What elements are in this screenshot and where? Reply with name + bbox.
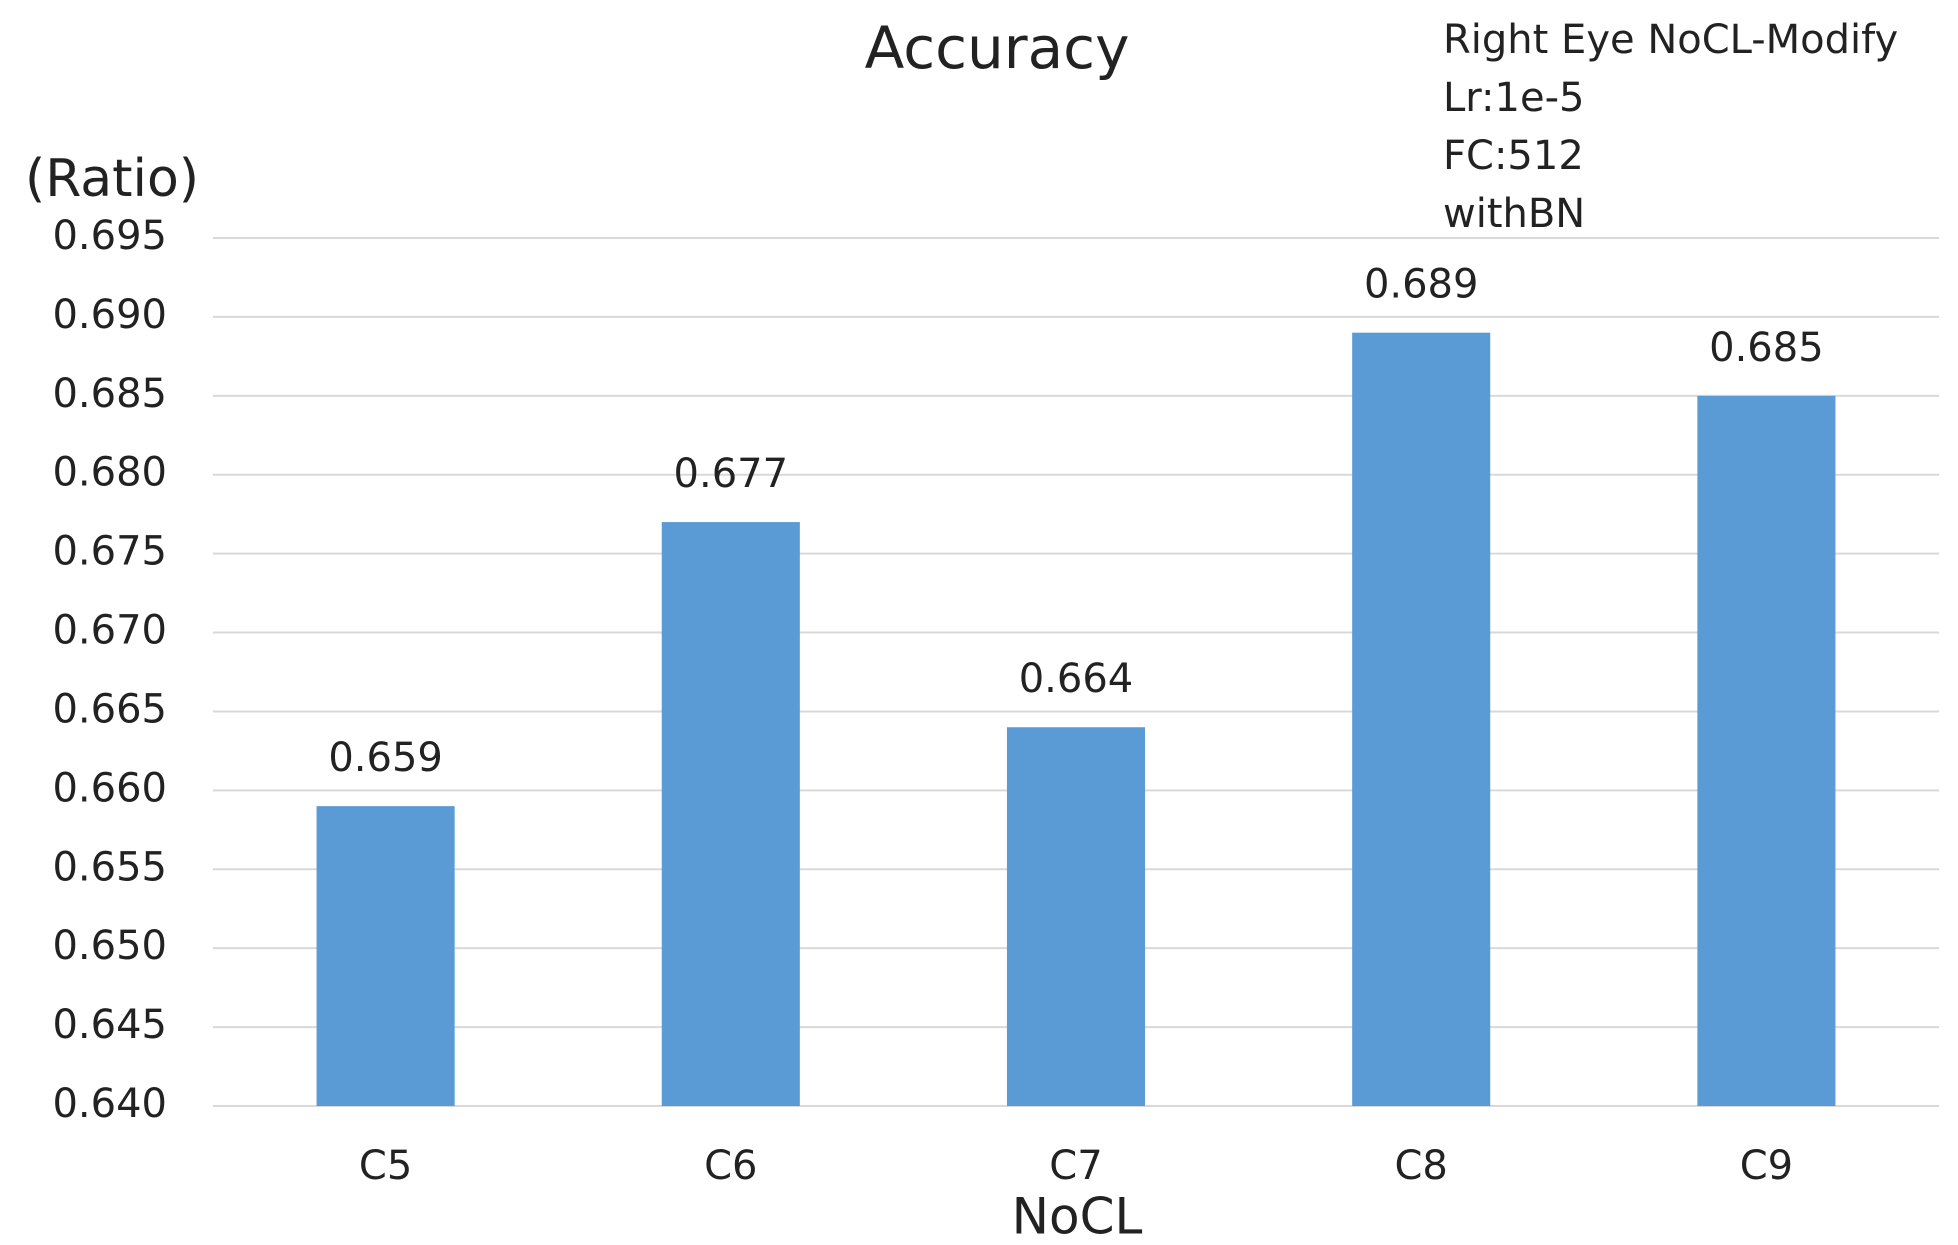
y-tick-label: 0.650 (52, 923, 167, 969)
y-tick-label: 0.645 (52, 1002, 167, 1048)
bar (661, 522, 800, 1106)
value-label: 0.685 (1709, 325, 1824, 371)
y-tick-label: 0.655 (52, 844, 167, 890)
annotation: Lr:1e-5 (1443, 75, 1584, 121)
value-label: 0.659 (328, 735, 443, 781)
y-axis-label: (Ratio) (25, 149, 199, 209)
y-tick-label: 0.675 (52, 529, 167, 575)
x-axis-label: NoCL (1012, 1188, 1143, 1245)
x-tick-label: C5 (359, 1143, 412, 1189)
y-tick-label: 0.690 (52, 292, 167, 338)
x-tick-label: C8 (1395, 1143, 1448, 1189)
bar (1006, 727, 1146, 1106)
annotation: Right Eye NoCL-Modify (1443, 17, 1898, 63)
y-tick-label: 0.695 (52, 213, 167, 259)
y-tick-label: 0.660 (52, 765, 167, 811)
annotation: FC:512 (1443, 133, 1584, 179)
bar (1697, 395, 1836, 1106)
chart-title: Accuracy (865, 14, 1130, 82)
value-label: 0.664 (1019, 656, 1134, 702)
y-tick-label: 0.665 (52, 686, 167, 732)
y-tick-label: 0.680 (52, 450, 167, 496)
value-label: 0.689 (1364, 262, 1479, 308)
y-tick-label: 0.685 (52, 371, 167, 417)
annotation: withBN (1443, 191, 1585, 237)
x-tick-label: C6 (704, 1143, 757, 1189)
x-tick-label: C9 (1740, 1143, 1793, 1189)
value-label: 0.677 (674, 451, 789, 497)
bar (1352, 332, 1491, 1106)
bar (316, 806, 455, 1106)
x-tick-label: C7 (1049, 1143, 1102, 1189)
y-tick-label: 0.640 (52, 1081, 167, 1127)
y-tick-label: 0.670 (52, 608, 167, 654)
